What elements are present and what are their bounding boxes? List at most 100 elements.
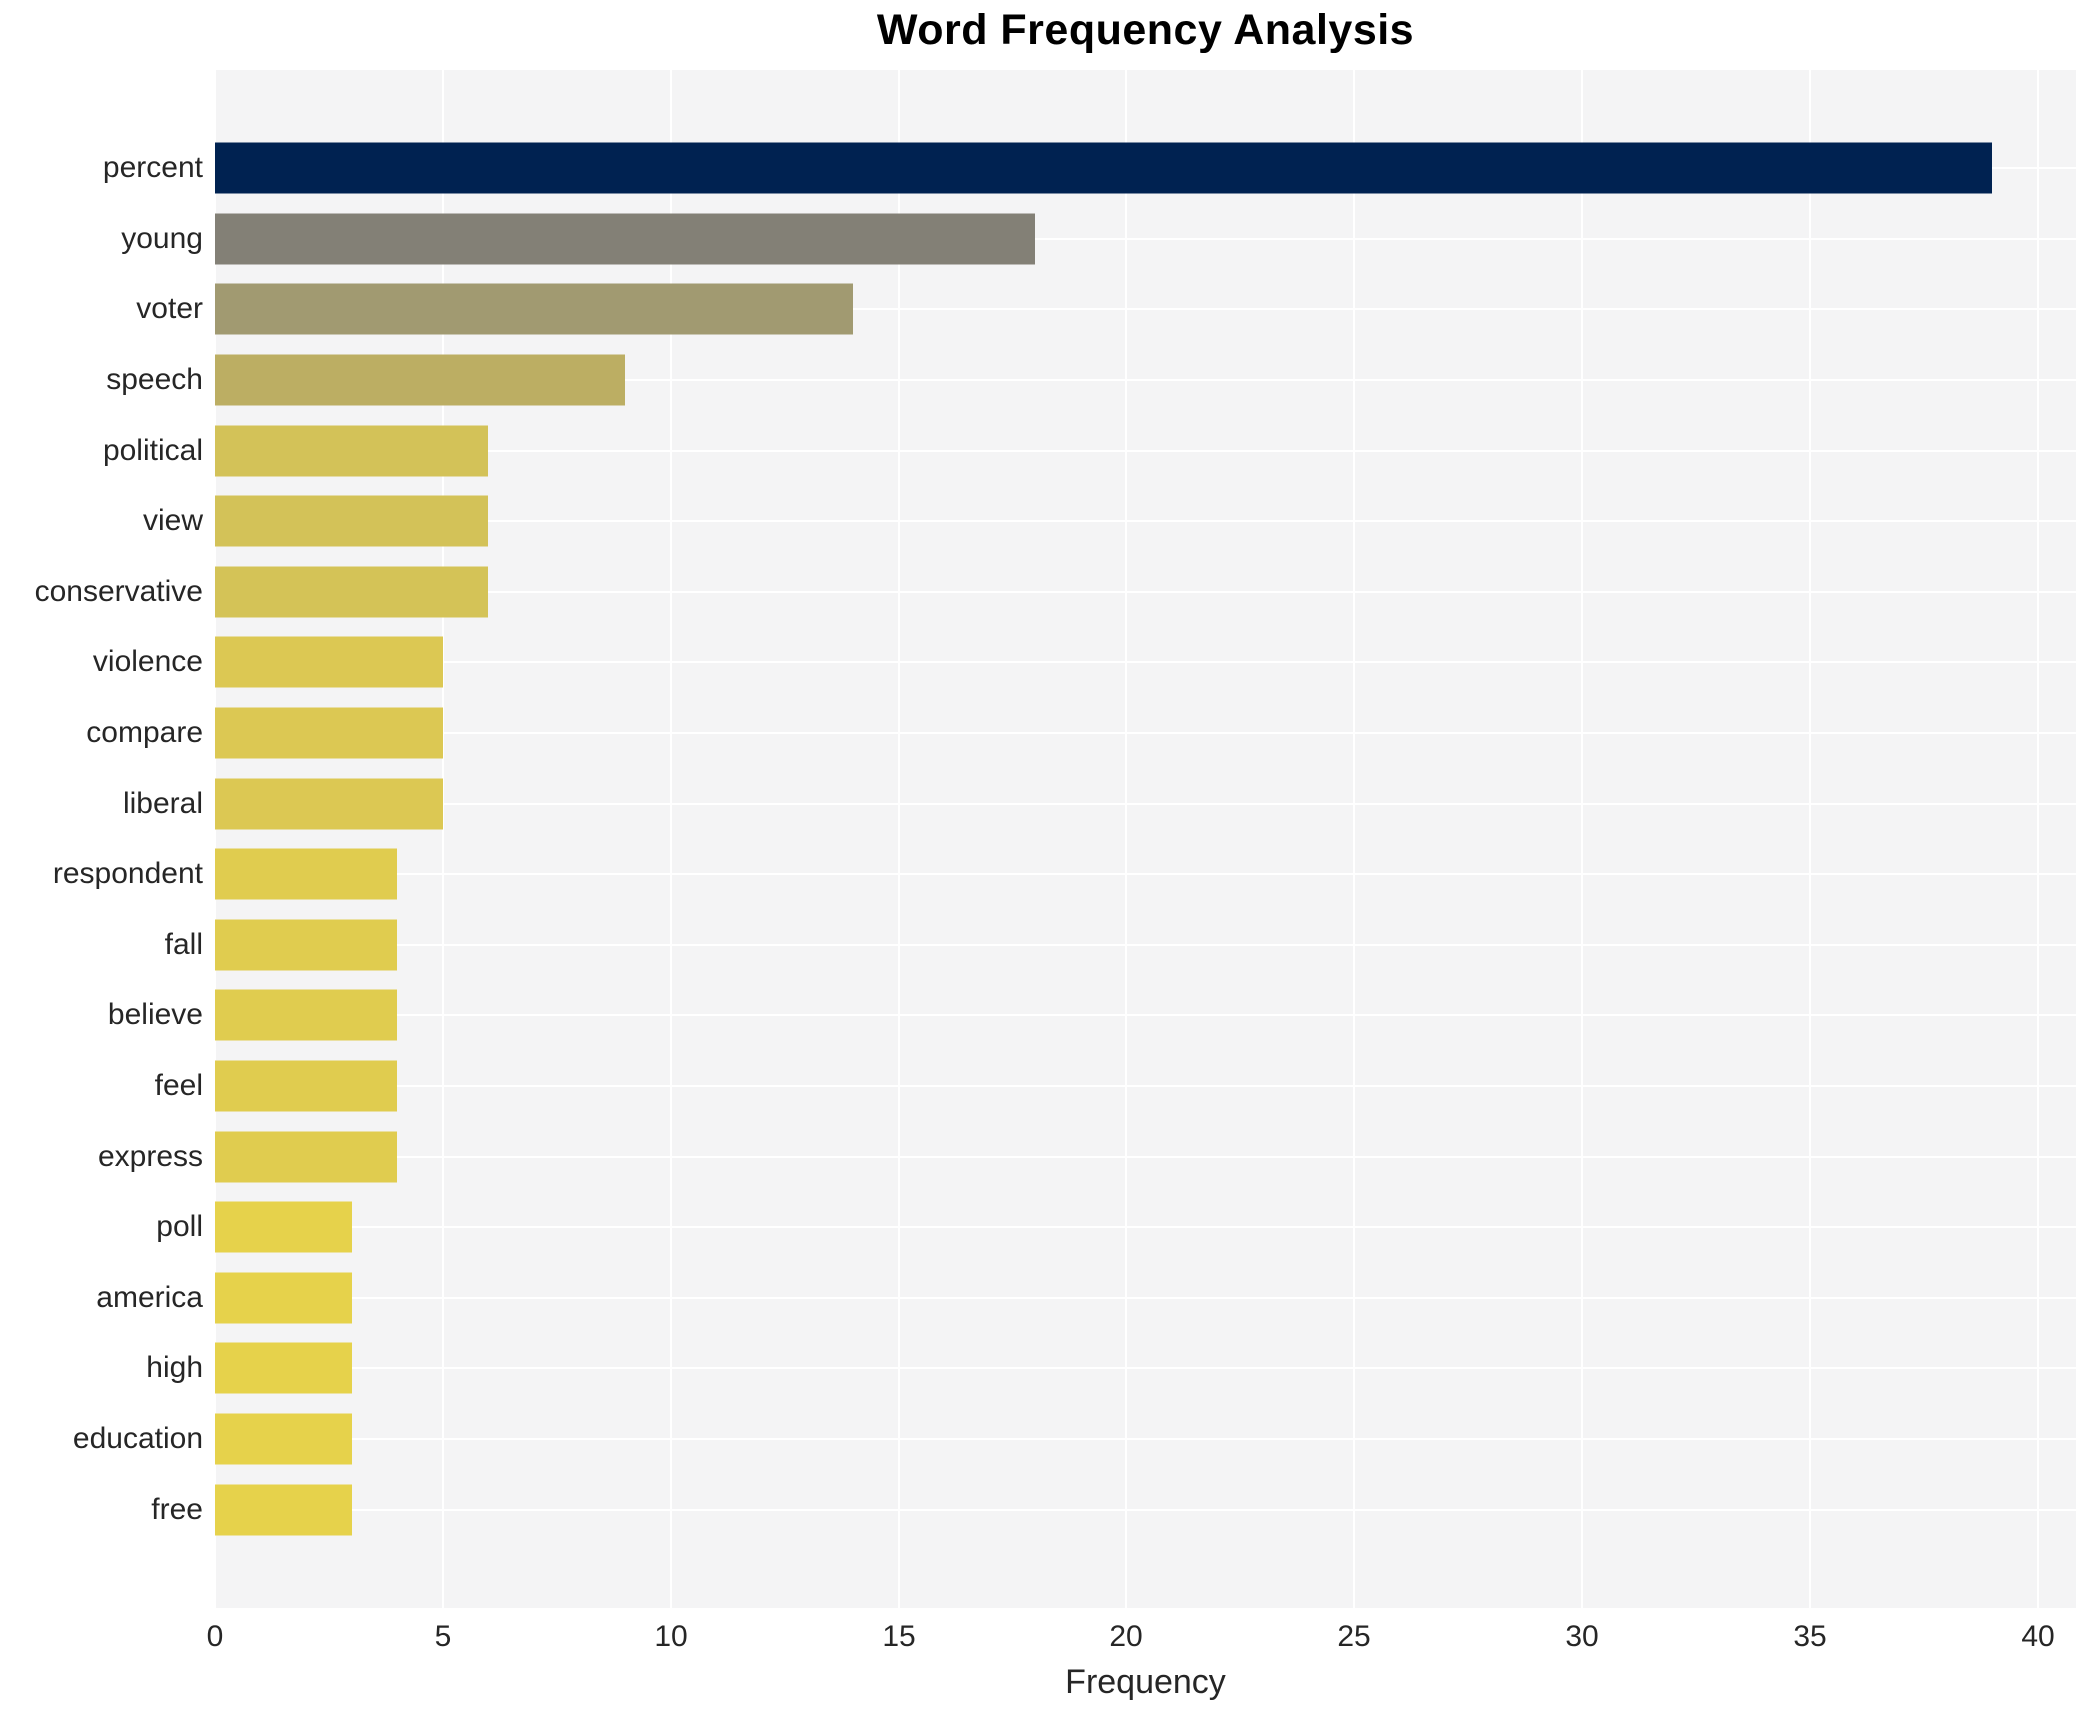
bar-row <box>215 980 2076 1051</box>
bar-view <box>215 495 488 547</box>
bar-row <box>215 627 2076 698</box>
bar-political <box>215 425 488 477</box>
bar-row <box>215 204 2076 275</box>
bar-believe <box>215 989 397 1041</box>
y-gridline <box>215 1226 2076 1229</box>
x-gridline <box>442 70 444 1608</box>
y-gridline <box>215 802 2076 805</box>
bar-row <box>215 133 2076 204</box>
bar-liberal <box>215 778 443 830</box>
bar-percent <box>215 142 1992 194</box>
y-gridline <box>215 873 2076 876</box>
x-gridline <box>214 70 216 1608</box>
y-gridline <box>215 1367 2076 1370</box>
bar-row <box>215 557 2076 628</box>
x-gridline <box>1581 70 1583 1608</box>
y-gridline <box>215 449 2076 452</box>
y-tick-label: poll <box>156 1210 203 1244</box>
x-tick-label: 10 <box>654 1620 688 1653</box>
bar-high <box>215 1342 352 1394</box>
bar-row <box>215 1474 2076 1545</box>
bar-compare <box>215 707 443 759</box>
y-tick-label: young <box>121 221 203 255</box>
bar-poll <box>215 1201 352 1253</box>
bar-respondent <box>215 848 397 900</box>
x-axis-title: Frequency <box>1065 1663 1226 1701</box>
x-gridline <box>670 70 672 1608</box>
y-gridline <box>215 379 2076 382</box>
bar-row <box>215 415 2076 486</box>
x-gridline <box>1353 70 1355 1608</box>
y-tick-label: speech <box>106 363 203 397</box>
y-gridline <box>215 1508 2076 1511</box>
y-tick-label: respondent <box>52 857 203 891</box>
x-tick-label: 15 <box>882 1620 916 1653</box>
x-tick-label: 20 <box>1109 1620 1143 1653</box>
bar-rows <box>215 70 2076 1608</box>
bar-row <box>215 345 2076 416</box>
y-tick-label: feel <box>154 1069 203 1103</box>
x-gridline <box>898 70 900 1608</box>
y-gridline <box>215 308 2076 311</box>
y-axis-labels: percent young voter speech political view cons… <box>0 70 203 1608</box>
y-tick-label: view <box>142 504 203 538</box>
y-tick-label: liberal <box>122 786 203 820</box>
y-tick-label: education <box>72 1421 203 1455</box>
bar-express <box>215 1131 397 1183</box>
bar-fall <box>215 919 397 971</box>
y-tick-label: free <box>151 1492 203 1526</box>
y-gridline <box>215 1296 2076 1299</box>
y-tick-label: compare <box>86 716 203 750</box>
x-gridline <box>1809 70 1811 1608</box>
y-tick-label: fall <box>164 927 203 961</box>
bar-row <box>215 1263 2076 1334</box>
bar-row <box>215 1192 2076 1263</box>
x-tick-label: 0 <box>206 1620 224 1653</box>
y-tick-label: america <box>96 1280 203 1314</box>
bar-free <box>215 1484 352 1536</box>
y-gridline <box>215 1155 2076 1158</box>
bar-violence <box>215 636 443 688</box>
y-tick-label: violence <box>92 645 203 679</box>
bar-row <box>215 698 2076 769</box>
bar-america <box>215 1272 352 1324</box>
x-tick-label: 5 <box>434 1620 452 1653</box>
y-gridline <box>215 732 2076 735</box>
bar-young <box>215 213 1035 265</box>
bar-conservative <box>215 566 488 618</box>
y-tick-label: high <box>146 1351 203 1385</box>
x-tick-label: 30 <box>1565 1620 1599 1653</box>
y-tick-label: express <box>97 1139 203 1173</box>
bar-row <box>215 1333 2076 1404</box>
bar-row <box>215 768 2076 839</box>
bar-feel <box>215 1060 397 1112</box>
bar-row <box>215 1121 2076 1192</box>
y-tick-label: percent <box>102 151 203 185</box>
bar-row <box>215 1404 2076 1475</box>
y-tick-label: political <box>102 433 203 467</box>
x-tick-label: 35 <box>1793 1620 1827 1653</box>
y-gridline <box>215 237 2076 240</box>
y-gridline <box>215 520 2076 523</box>
x-gridline <box>2037 70 2039 1608</box>
plot-area <box>214 70 2076 1608</box>
y-tick-label: voter <box>136 292 203 326</box>
x-gridline <box>1125 70 1127 1608</box>
y-gridline <box>215 590 2076 593</box>
y-gridline <box>215 943 2076 946</box>
bar-row <box>215 274 2076 345</box>
bar-row <box>215 486 2076 557</box>
bar-voter <box>215 283 853 335</box>
y-gridline <box>215 1085 2076 1088</box>
y-gridline <box>215 1014 2076 1017</box>
bar-row <box>215 1051 2076 1122</box>
y-gridline <box>215 1437 2076 1440</box>
bar-row <box>215 910 2076 981</box>
chart-title: Word Frequency Analysis <box>876 6 1415 54</box>
x-tick-label: 25 <box>1337 1620 1371 1653</box>
bar-row <box>215 839 2076 910</box>
y-tick-label: believe <box>107 998 203 1032</box>
bar-education <box>215 1413 352 1465</box>
bar-speech <box>215 354 625 406</box>
